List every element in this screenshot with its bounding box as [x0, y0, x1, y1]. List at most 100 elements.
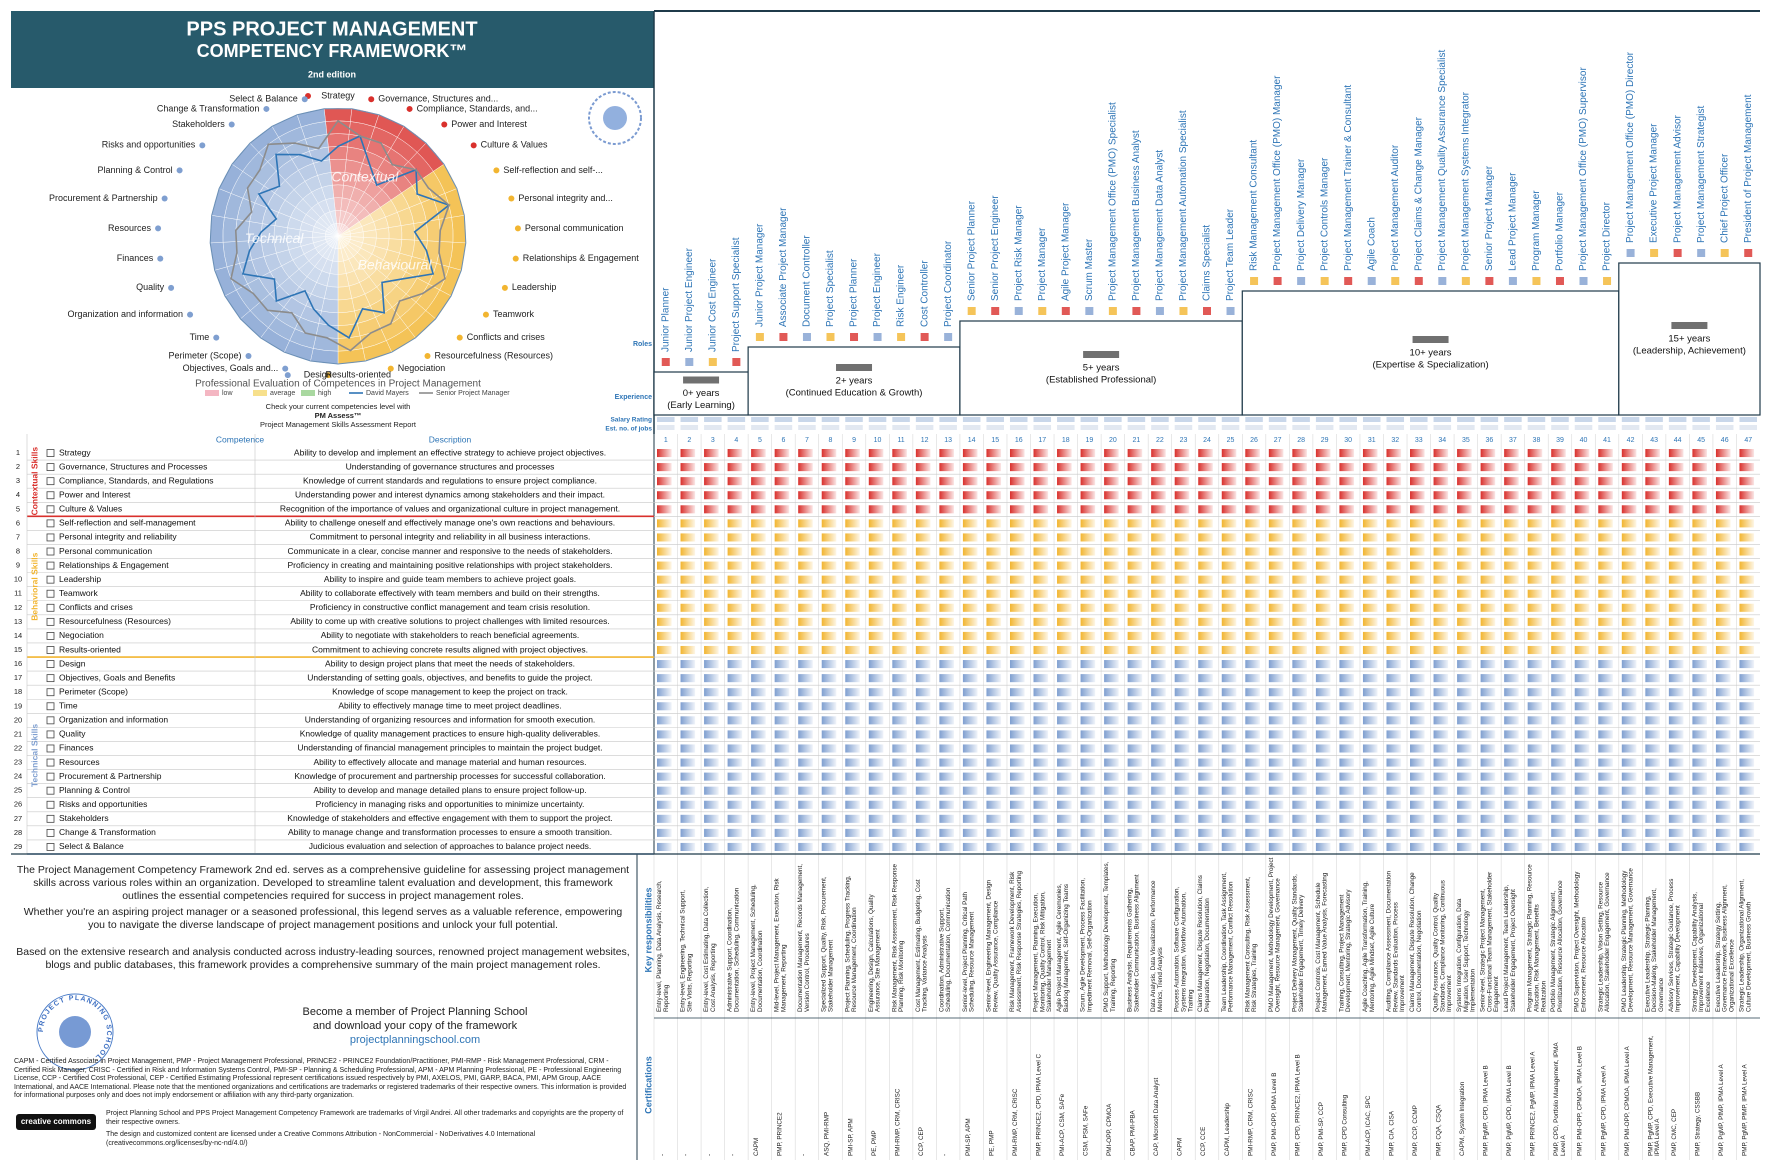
label-icon	[301, 96, 308, 103]
matrix-cell	[821, 842, 837, 851]
matrix-cell	[1621, 814, 1637, 823]
matrix-cell	[1104, 617, 1119, 626]
competency-icon	[46, 646, 55, 654]
matrix-cell	[1668, 842, 1684, 851]
competency-name: Relationships & Engagement	[59, 560, 169, 570]
matrix-cell	[1292, 730, 1307, 739]
matrix-cell	[680, 505, 696, 514]
certification: PMP, PRINCE2, PgMP, IPMA Level A	[1529, 1051, 1536, 1156]
matrix-cell	[1221, 660, 1237, 669]
matrix-cell	[1315, 505, 1331, 514]
matrix-cell	[1268, 842, 1284, 851]
text-line: Development, Resource Management, Govern…	[1627, 868, 1634, 1012]
header-description: Description	[429, 434, 472, 444]
competency-name: Resources	[59, 757, 100, 767]
text-line: PMP, CCP, CCMP	[1412, 1105, 1419, 1156]
competency-icon	[46, 828, 55, 837]
matrix-cell	[1410, 645, 1425, 655]
matrix-cell	[1739, 575, 1755, 584]
matrix-cell	[1033, 660, 1049, 669]
matrix-cell	[1174, 730, 1190, 739]
matrix-cell	[774, 716, 790, 725]
key-responsibilities: Program Management, Strategic Planning, …	[1526, 863, 1547, 1012]
matrix-cell	[1504, 758, 1519, 767]
text-line: PE, PMP	[870, 1130, 877, 1156]
matrix-cell	[1057, 617, 1072, 626]
key-responsibilities: Strategic Leadership, Organizational Ali…	[1738, 877, 1752, 1012]
matrix-cell	[1057, 814, 1072, 823]
matrix-cell	[868, 505, 884, 514]
text-line: Improvement, Capability Development	[1674, 905, 1681, 1012]
text-line: Quality Assurance, Quality Control, Qual…	[1432, 891, 1439, 1012]
matrix-cell	[1551, 547, 1566, 556]
matrix-cell	[727, 674, 743, 683]
label-icon	[387, 365, 394, 372]
matrix-cell	[1315, 491, 1331, 500]
key-responsibilities: Agile Coaching, Agile Transformation, Tr…	[1362, 879, 1376, 1012]
matrix-cell	[845, 561, 860, 570]
matrix-cell	[962, 730, 978, 739]
matrix-cell	[1692, 814, 1707, 823]
matrix-cell	[1221, 519, 1237, 528]
matrix-cell	[1292, 800, 1307, 809]
matrix-cell	[774, 589, 790, 598]
matrix-cell	[774, 660, 790, 669]
radar-sector	[326, 133, 350, 148]
matrix-cell	[1551, 786, 1566, 795]
matrix-cell	[1504, 561, 1519, 570]
job-count	[1245, 425, 1263, 430]
matrix-cell	[1739, 631, 1755, 640]
matrix-cell	[1268, 758, 1284, 767]
competency-description: Commitment to personal integrity and rel…	[310, 532, 591, 542]
matrix-cell	[1292, 814, 1307, 823]
matrix-cell	[798, 744, 813, 753]
competency-description: Understanding of organizing resources an…	[305, 715, 596, 725]
matrix-cell	[1692, 716, 1707, 725]
matrix-cell	[1245, 505, 1260, 514]
matrix-cell	[680, 477, 696, 486]
competency-icon	[46, 603, 55, 612]
text-line: Governance	[1658, 977, 1665, 1012]
matrix-cell	[727, 716, 743, 725]
radar-sector	[209, 215, 225, 244]
url[interactable]: projectplanningschool.com	[349, 1034, 481, 1046]
role-name: Portfolio Manager	[1555, 191, 1566, 271]
text-line: Monitoring, Quality Control, Risk Mitiga…	[1039, 890, 1046, 1013]
text-line: Systems Integration, Configuration, Data	[1456, 897, 1463, 1012]
key-responsibilities: Training, Consulting, Project Management…	[1338, 889, 1352, 1012]
matrix-cell	[704, 814, 719, 823]
matrix-cell	[1433, 589, 1449, 598]
matrix-cell	[1174, 842, 1190, 851]
matrix-cell	[1174, 786, 1190, 795]
matrix-cell	[1574, 477, 1590, 486]
roles-label: Roles	[633, 341, 652, 348]
matrix-cell	[1127, 645, 1143, 655]
matrix-cell	[892, 491, 907, 500]
matrix-cell	[1621, 491, 1637, 500]
matrix-cell	[1057, 477, 1072, 486]
salary-rating	[1127, 417, 1146, 422]
text-line: Preparation, Negotiation, Documentation	[1204, 898, 1211, 1012]
matrix-cell	[1104, 463, 1119, 472]
matrix-cell	[1504, 477, 1519, 486]
matrix-cell	[1174, 533, 1190, 542]
matrix-cell	[1621, 730, 1637, 739]
competency-number: 10	[14, 575, 22, 584]
matrix-cell	[1009, 744, 1025, 753]
matrix-cell	[1080, 786, 1096, 795]
text-line: Assurance, Site Management	[874, 929, 881, 1012]
matrix-cell	[774, 449, 790, 458]
matrix-cell	[1245, 842, 1260, 851]
matrix-cell	[727, 842, 743, 851]
competency-description: Ability to negotiate with stakeholders t…	[321, 630, 579, 640]
matrix-cell	[868, 575, 884, 584]
radar-sector	[337, 310, 358, 326]
text-line: Cross-Functional Team Management, Stakeh…	[1486, 870, 1493, 1012]
certification: PMP, CQA, CSQA	[1435, 1104, 1442, 1156]
experience-years: 0+ years	[683, 388, 720, 399]
matrix-cell	[1057, 645, 1072, 655]
matrix-cell	[986, 800, 1002, 809]
certification: PMP, PgMP, CPD, IPMA Level A	[1600, 1065, 1607, 1156]
matrix-cell	[680, 814, 696, 823]
matrix-cell	[845, 660, 860, 669]
